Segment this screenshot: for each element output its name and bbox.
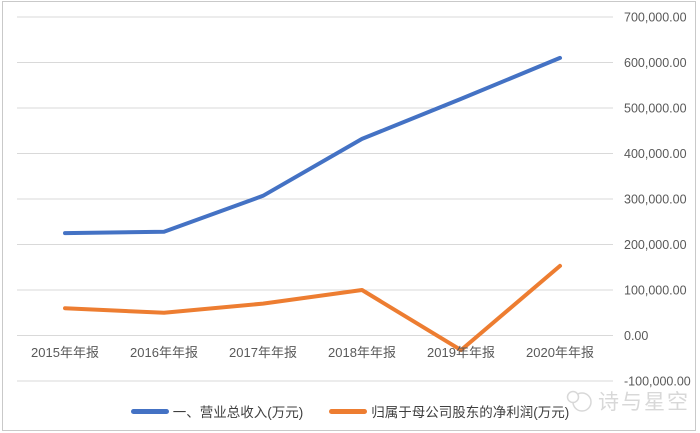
y-axis-tick-label: 700,000.00: [624, 11, 687, 25]
x-axis-tick-label: 2020年年报: [526, 345, 594, 360]
y-axis-tick-label: 400,000.00: [624, 147, 687, 161]
net-profit-legend-label: 归属于母公司股东的净利润(万元): [371, 405, 570, 420]
revenue-legend-label: 一、营业总收入(万元): [172, 405, 304, 420]
legend-item-net-profit: 归属于母公司股东的净利润(万元): [329, 401, 569, 421]
legend-item-revenue: 一、营业总收入(万元): [130, 401, 304, 421]
gridlines: [17, 16, 613, 382]
poetry-star-logo-icon: [566, 390, 592, 412]
x-axis-tick-label: 2019年年报: [427, 345, 495, 360]
x-axis-tick-label: 2015年年报: [31, 345, 99, 360]
x-axis-tick-label: 2018年年报: [328, 345, 396, 360]
y-axis-labels: 700,000.00 600,000.00 500,000.00 400,000.00…: [624, 11, 691, 389]
y-axis-tick-label: 200,000.00: [624, 238, 687, 252]
y-axis-tick-label: 0.00: [624, 329, 648, 343]
revenue-legend-swatch: [130, 408, 169, 414]
chart-legend: 一、营业总收入(万元) 归属于母公司股东的净利润(万元): [0, 400, 700, 422]
watermark-text: 诗与星空: [598, 391, 690, 414]
y-axis-tick-label: 600,000.00: [624, 56, 687, 70]
revenue-line: [63, 55, 562, 236]
x-axis-labels: 2015年年报 2016年年报 2017年年报 2018年年报 2019年年报 2020年…: [31, 345, 594, 360]
net-profit-line: [63, 263, 562, 353]
x-axis-tick-label: 2016年年报: [130, 345, 198, 360]
y-axis-tick-label: 500,000.00: [624, 102, 687, 116]
series-lines: [63, 55, 562, 353]
y-axis-tick-label: -100,000.00: [624, 375, 691, 389]
y-axis-tick-label: 300,000.00: [624, 193, 687, 207]
net-profit-legend-swatch: [329, 408, 368, 414]
watermark: 诗与星空: [565, 386, 690, 416]
x-axis-tick-label: 2017年年报: [229, 345, 297, 360]
y-axis-tick-label: 100,000.00: [624, 284, 687, 298]
